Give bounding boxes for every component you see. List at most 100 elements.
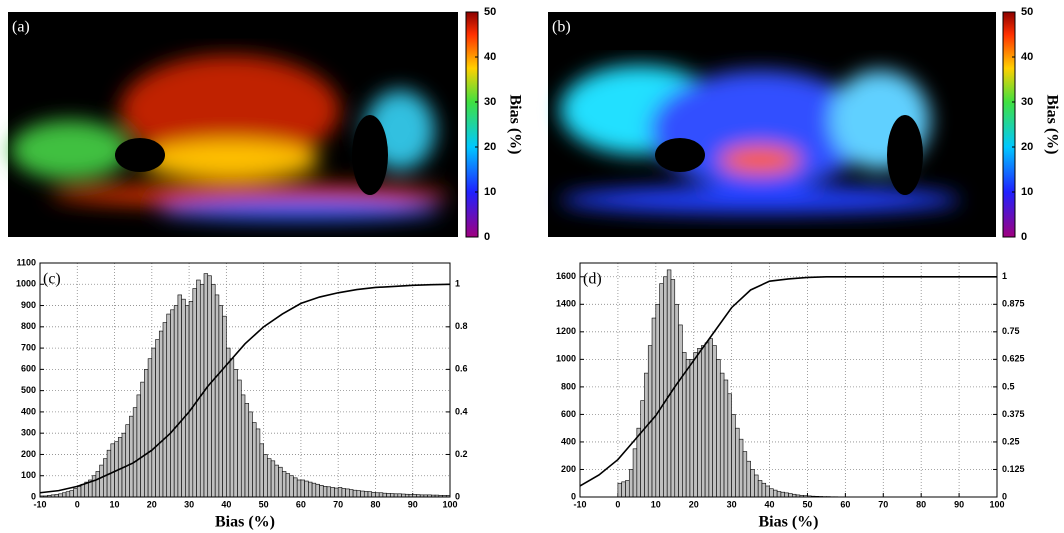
bar — [192, 288, 197, 498]
bar — [632, 448, 638, 498]
bar — [386, 493, 391, 498]
bar — [62, 492, 67, 498]
bar — [248, 411, 253, 498]
bar — [91, 475, 97, 498]
bar — [773, 489, 778, 498]
bar — [765, 485, 770, 498]
bar — [125, 424, 130, 498]
x-axis-label: Bias (%) — [215, 514, 275, 531]
colorbar-tick-label: 40 — [1021, 51, 1033, 63]
bar — [65, 491, 71, 498]
bar — [103, 458, 108, 498]
bar — [788, 493, 793, 498]
bar — [697, 348, 702, 498]
bar — [99, 464, 104, 498]
y-tick-label: 500 — [21, 385, 36, 395]
bar — [674, 303, 679, 498]
bar — [110, 443, 115, 498]
y-tick-label: 600 — [561, 409, 576, 419]
bar — [267, 458, 272, 498]
bar — [784, 492, 789, 498]
bar — [240, 394, 246, 498]
bar — [712, 345, 717, 498]
bar — [196, 279, 201, 498]
y-tick-label: 600 — [21, 364, 36, 374]
bar — [255, 428, 261, 498]
colorbar — [465, 11, 479, 238]
bar — [181, 298, 186, 498]
y2-tick-label: 0.375 — [1002, 409, 1025, 419]
colorbar-tick-label: 0 — [484, 231, 490, 243]
x-tick-label: 10 — [651, 499, 661, 509]
x-tick-label: 60 — [296, 499, 306, 509]
y2-tick-label: 0.25 — [1002, 436, 1020, 446]
bar — [371, 492, 376, 498]
y2-tick-label: 0.75 — [1002, 326, 1020, 336]
colorbar — [1002, 11, 1016, 238]
bar — [356, 490, 361, 498]
bar — [281, 471, 287, 498]
bar — [678, 324, 683, 498]
bar — [769, 488, 774, 498]
y2-tick-label: 1 — [1002, 271, 1007, 281]
bar — [750, 469, 755, 498]
y-tick-label: 900 — [21, 300, 36, 310]
bar — [147, 358, 153, 498]
bar — [322, 486, 328, 498]
y-tick-label: 800 — [561, 381, 576, 391]
y2-tick-label: 0.4 — [455, 406, 468, 416]
bar — [80, 483, 86, 498]
y2-tick-label: 0.125 — [1002, 464, 1025, 474]
bar — [203, 273, 209, 498]
bar — [701, 345, 706, 498]
colorbar-tick-label: 10 — [484, 186, 496, 198]
x-tick-label: 0 — [75, 499, 80, 509]
bar — [259, 443, 264, 498]
bar — [731, 414, 736, 498]
colorbar-tick-label: 30 — [1021, 96, 1033, 108]
y-tick-label: 400 — [21, 406, 36, 416]
bar — [300, 479, 305, 498]
x-tick-label: 10 — [110, 499, 120, 509]
y-tick-label: 1100 — [16, 257, 36, 267]
x-tick-label: 30 — [184, 499, 194, 509]
bar — [129, 415, 134, 498]
bar — [754, 474, 759, 498]
bar — [136, 394, 141, 498]
bar — [378, 492, 384, 498]
bar — [315, 483, 320, 498]
bar — [319, 484, 324, 498]
bar — [278, 466, 283, 498]
x-axis-label: Bias (%) — [759, 514, 819, 531]
bar — [337, 487, 343, 498]
bar — [263, 454, 268, 498]
x-tick-label: 100 — [442, 499, 457, 509]
bar — [188, 300, 194, 498]
colorbar-tick-label: 10 — [1021, 186, 1033, 198]
colorbar-label: Bias (%) — [506, 95, 523, 155]
y-tick-label: 200 — [561, 464, 576, 474]
axes-frame — [39, 262, 451, 498]
bar — [617, 482, 623, 498]
bar — [177, 294, 182, 498]
colorbar-tick-label: 0 — [1021, 231, 1027, 243]
bar — [390, 493, 395, 498]
bar — [723, 379, 729, 498]
bar — [214, 294, 220, 498]
y-tick-label: 1000 — [16, 279, 36, 289]
bar — [293, 477, 298, 498]
bar — [170, 309, 175, 498]
bar — [341, 488, 346, 498]
bar — [689, 359, 695, 498]
x-tick-label: 100 — [989, 499, 1004, 509]
x-tick-label: 40 — [221, 499, 231, 509]
bar — [285, 473, 291, 498]
bar — [663, 276, 668, 498]
y-tick-label: 1200 — [556, 326, 576, 336]
bar — [330, 487, 335, 498]
bar — [640, 400, 645, 498]
colorbar-tick-label: 30 — [484, 96, 496, 108]
bar — [375, 492, 380, 498]
y-tick-label: 1400 — [556, 299, 576, 309]
